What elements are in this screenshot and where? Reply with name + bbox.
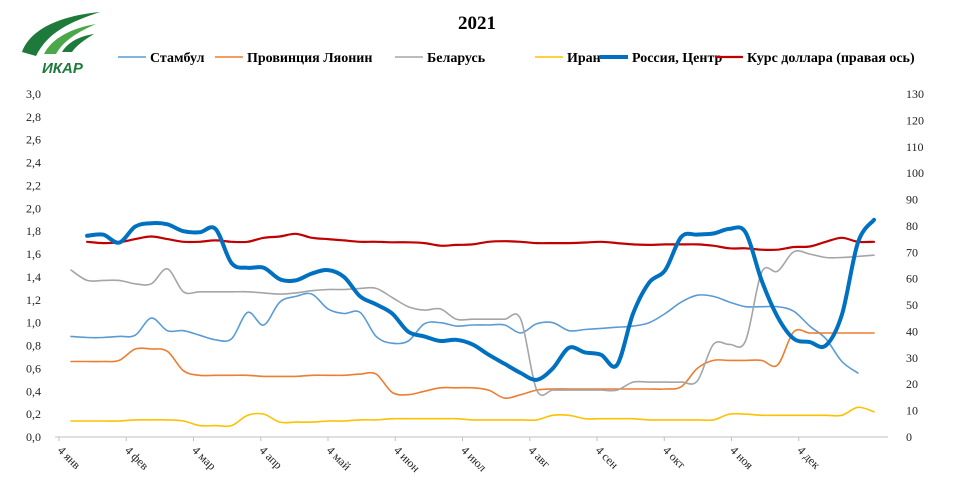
- logo-swoosh-icon: [62, 34, 94, 52]
- logo-swoosh-icon: [44, 24, 96, 54]
- x-tick-label: 4 фев: [122, 443, 152, 473]
- y-left-tick-label: 2,6: [26, 133, 41, 147]
- plot-area: [70, 217, 876, 428]
- legend: Стамбул Провинция Ляонин Беларусь Иран Росси…: [118, 51, 915, 66]
- y-right-tick-label: 120: [906, 113, 924, 127]
- y-left-tick-label: 2,4: [26, 156, 41, 170]
- y-right-tick-label: 80: [906, 219, 918, 233]
- y-right-tick-label: 30: [906, 351, 918, 365]
- series-line-2: [70, 249, 875, 397]
- y-right-tick-label: 100: [906, 166, 924, 180]
- chart-title: 2021: [458, 13, 496, 34]
- legend-label: Курс доллара (правая ось): [747, 51, 915, 66]
- legend-label: Россия, Центр: [632, 51, 722, 66]
- y-left-tick-label: 2,8: [26, 110, 41, 124]
- x-tick-label: 4 окт: [660, 443, 689, 472]
- y-left-tick-label: 2,0: [26, 201, 41, 215]
- y-left-tick-label: 0,8: [26, 339, 41, 353]
- y-left-tick-label: 3,0: [26, 87, 41, 101]
- y-right-tick-label: 110: [906, 140, 924, 154]
- x-tick-label: 4 апр: [257, 443, 286, 472]
- series-line-5: [86, 232, 876, 252]
- series-line-0: [70, 292, 859, 374]
- y-left-tick-label: 0,0: [26, 430, 41, 444]
- y-right-tick-label: 60: [906, 272, 918, 286]
- x-tick-label: 4 мар: [189, 443, 219, 473]
- y-left-tick-label: 1,8: [26, 224, 41, 238]
- legend-label: Иран: [567, 51, 601, 66]
- legend-label: Беларусь: [427, 51, 486, 66]
- y-left-tick-label: 1,4: [26, 270, 41, 284]
- y-left-tick-label: 1,6: [26, 247, 41, 261]
- x-tick-label: 4 июл: [458, 443, 489, 474]
- y-left-tick-label: 1,2: [26, 293, 41, 307]
- y-right-tick-label: 90: [906, 193, 918, 207]
- x-tick-label: 4 сен: [593, 443, 622, 472]
- series-line-3: [70, 406, 875, 428]
- y-left-tick-label: 0,6: [26, 361, 41, 375]
- legend-label: Провинция Ляонин: [247, 51, 372, 66]
- y-right-tick-label: 70: [906, 245, 918, 259]
- x-tick-label: 4 май: [324, 443, 354, 473]
- y-left-tick-label: 1,0: [26, 316, 41, 330]
- y-left-tick-label: 2,2: [26, 178, 41, 192]
- legend-label: Стамбул: [150, 51, 205, 66]
- y-right-tick-label: 50: [906, 298, 918, 312]
- logo-swoosh-icon: [22, 12, 100, 56]
- series-line-1: [70, 328, 875, 400]
- x-tick-label: 4 ноя: [727, 443, 756, 472]
- x-tick-label: 4 янв: [55, 443, 84, 472]
- ikar-logo: ИКАР: [22, 12, 100, 77]
- axes: 0,0 0,2 0,4 0,6 0,8 1,0 1,2 1,4 1,6 1,8 2,0 2,2 2,4 2…: [26, 87, 924, 475]
- y-right-tick-label: 40: [906, 324, 918, 338]
- x-tick-label: 4 дек: [795, 443, 824, 472]
- y-right-tick-label: 20: [906, 377, 918, 391]
- x-tick-label: 4 авг: [526, 443, 554, 471]
- y-right-tick-label: 130: [906, 87, 924, 101]
- logo-text: ИКАР: [42, 60, 84, 77]
- series-line-4: [85, 217, 876, 382]
- y-right-tick-label: 10: [906, 404, 918, 418]
- y-right-tick-label: 0: [906, 430, 912, 444]
- y-left-tick-label: 0,2: [26, 407, 41, 421]
- x-tick-label: 4 июн: [391, 443, 423, 475]
- y-left-tick-label: 0,4: [26, 384, 41, 398]
